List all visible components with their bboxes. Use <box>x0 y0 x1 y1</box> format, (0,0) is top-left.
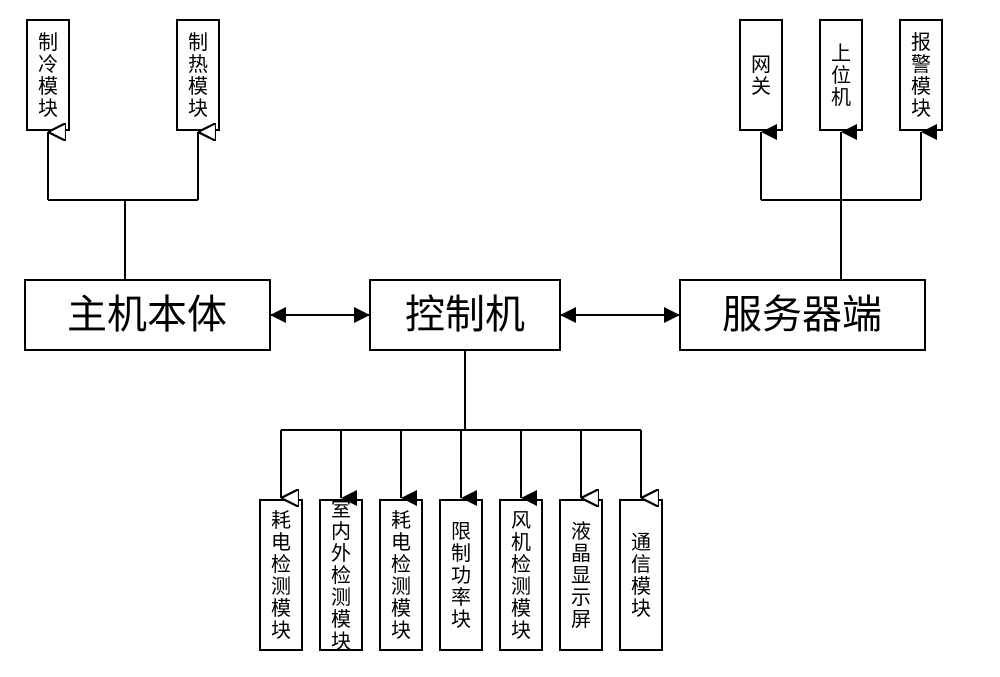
alarm-box: 报警模块 <box>900 20 942 130</box>
host-label: 主机本体 <box>67 292 227 337</box>
controller-label: 控制机 <box>405 292 525 337</box>
lcd-box: 液晶显示屏 <box>560 500 602 650</box>
limit-label: 限制功率块 <box>451 520 471 631</box>
indoor-box: 室内外检测模块 <box>320 498 362 653</box>
limit-box: 限制功率块 <box>440 500 482 650</box>
cooling-box: 制冷模块 <box>27 20 69 130</box>
system-diagram: 主机本体 控制机 服务器端 制冷模块 制热模块 网关 上位机 报警模块 <box>0 0 1000 677</box>
heating-label: 制热模块 <box>188 31 208 120</box>
comm-box: 通信模块 <box>620 500 662 650</box>
comm-label: 通信模块 <box>631 531 651 620</box>
upper-box: 上位机 <box>820 20 862 130</box>
server-box: 服务器端 <box>680 280 925 350</box>
power2-label: 耗电检测模块 <box>391 509 411 642</box>
lcd-label: 液晶显示屏 <box>571 520 591 631</box>
server-label: 服务器端 <box>722 292 882 337</box>
power2-box: 耗电检测模块 <box>380 500 422 650</box>
power1-label: 耗电检测模块 <box>271 509 291 642</box>
host-branch-line <box>48 200 125 280</box>
gateway-box: 网关 <box>740 20 782 130</box>
gateway-label: 网关 <box>751 54 771 98</box>
indoor-label: 室内外检测模块 <box>331 498 351 653</box>
cooling-label: 制冷模块 <box>38 31 58 120</box>
fan-box: 风机检测模块 <box>500 500 542 650</box>
alarm-label: 报警模块 <box>911 31 931 120</box>
fan-label: 风机检测模块 <box>511 510 531 642</box>
heating-box: 制热模块 <box>177 20 219 130</box>
power1-box: 耗电检测模块 <box>260 500 302 650</box>
host-box: 主机本体 <box>25 280 270 350</box>
controller-box: 控制机 <box>370 280 560 350</box>
upper-label: 上位机 <box>831 42 851 109</box>
server-branch-left <box>761 200 841 280</box>
